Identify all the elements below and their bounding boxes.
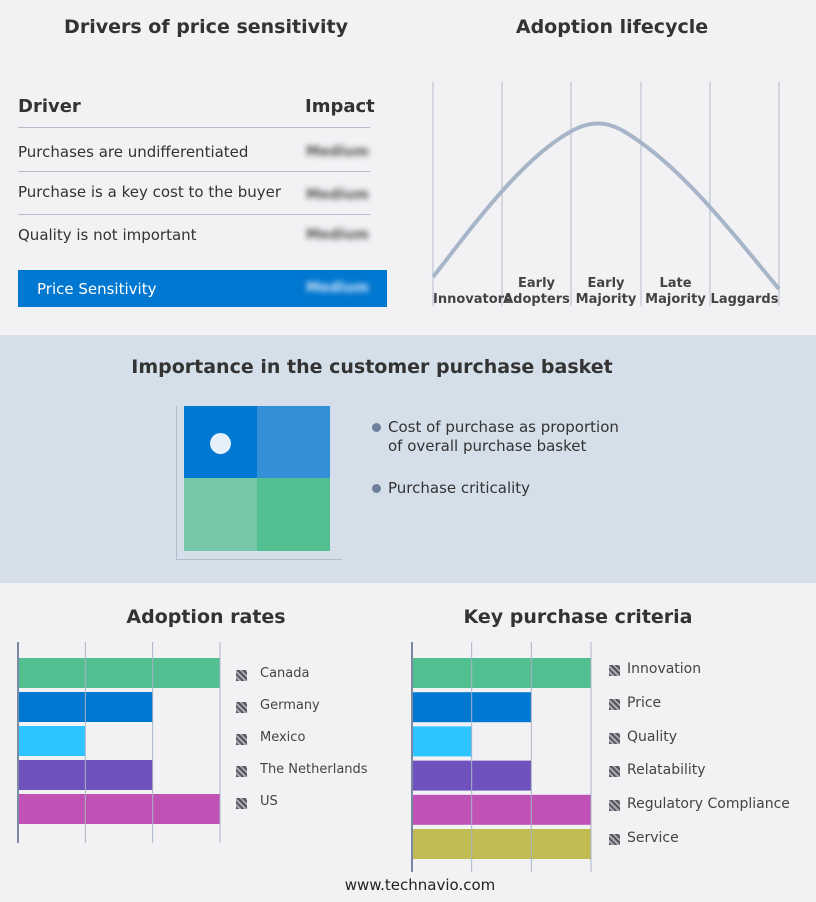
- summary-label: Price Sensitivity: [37, 280, 157, 298]
- position-marker: [210, 433, 231, 454]
- adoption-rates-title: Adoption rates: [126, 606, 286, 628]
- legend-label: The Netherlands: [260, 762, 368, 777]
- footer-url: www.technavio.com: [344, 876, 496, 894]
- stage-label-line: Laggards: [710, 292, 779, 307]
- adoption-curve: [431, 121, 781, 291]
- lifecycle-title: Adoption lifecycle: [515, 16, 709, 38]
- legend-label: Regulatory Compliance: [627, 796, 790, 813]
- legend-swatch-icon: [609, 766, 620, 778]
- legend-swatch-icon: [236, 798, 247, 809]
- bar-canada: [18, 658, 220, 688]
- impact-value: Medium: [306, 187, 369, 203]
- impact-value: Medium: [306, 144, 369, 160]
- basket-legend-cost: Cost of purchase as proportion of overal…: [388, 418, 619, 455]
- bullet-icon: [372, 484, 381, 493]
- price-sensitivity-summary: Price Sensitivity Medium: [18, 270, 387, 307]
- matrix-axis-x: [176, 559, 342, 560]
- divider: [18, 214, 370, 215]
- legend-swatch-icon: [609, 698, 620, 710]
- impact-header: Impact: [305, 96, 375, 117]
- legend-label: Germany: [260, 698, 320, 713]
- bar-us: [18, 794, 220, 824]
- drivers-title: Drivers of price sensitivity: [64, 16, 348, 38]
- driver-header: Driver: [18, 96, 81, 117]
- legend-swatch-icon: [236, 734, 247, 745]
- stage-label-line: Majority: [575, 292, 637, 307]
- legend-label: Relatability: [627, 762, 706, 779]
- driver-label: Quality is not important: [18, 226, 197, 244]
- legend-label: Innovation: [627, 661, 702, 677]
- legend-swatch-icon: [236, 766, 247, 777]
- legend-label: Mexico: [260, 730, 306, 745]
- basket-band: [0, 335, 816, 583]
- lifecycle-chart: [431, 82, 781, 306]
- legend-label: Service: [627, 830, 679, 846]
- legend-label: Canada: [260, 666, 310, 681]
- bar-service: [412, 829, 591, 859]
- divider: [18, 127, 370, 128]
- stage-label: Early Majority: [571, 276, 641, 308]
- legend-label: Quality: [627, 728, 678, 745]
- matrix-quadrant-low-high: [257, 478, 330, 551]
- stage-label: Late Majority: [641, 276, 710, 308]
- kpc-title: Key purchase criteria: [463, 606, 693, 628]
- stage-label-line: Early: [518, 276, 555, 291]
- stage-label-line: Late: [659, 276, 692, 291]
- basket-title: Importance in the customer purchase bask…: [131, 356, 613, 378]
- matrix-quadrant-high-high: [257, 406, 330, 478]
- bar-mexico: [18, 726, 86, 756]
- stage-label: Laggards: [710, 292, 779, 308]
- legend-swatch-icon: [236, 702, 247, 713]
- legend-swatch-icon: [236, 670, 247, 681]
- stage-label: Early Adopters: [502, 276, 571, 308]
- impact-value: Medium: [306, 227, 369, 243]
- driver-row: Purchases are undifferentiated Medium: [18, 143, 370, 161]
- driver-label: Purchase is a key cost to the buyer: [18, 183, 282, 201]
- summary-impact: Medium: [306, 280, 369, 296]
- driver-row: Purchase is a key cost to the buyer Mediu…: [18, 183, 370, 203]
- divider: [18, 171, 370, 172]
- legend-swatch-icon: [609, 665, 620, 676]
- legend-swatch-icon: [609, 834, 620, 845]
- legend-swatch-icon: [609, 732, 620, 744]
- stage-label: Innovators: [433, 292, 512, 308]
- bullet-icon: [372, 423, 381, 432]
- matrix-quadrant-low-low: [184, 478, 257, 551]
- stage-label-line: Early: [587, 276, 625, 291]
- driver-label: Purchases are undifferentiated: [18, 143, 249, 161]
- legend-label: US: [260, 794, 278, 809]
- bar-innovation: [412, 658, 591, 688]
- bar-quality: [412, 726, 472, 757]
- stage-label-line: Adopters: [503, 292, 570, 307]
- matrix-axis-y: [176, 406, 177, 560]
- basket-legend-criticality: Purchase criticality: [388, 479, 531, 497]
- stage-label-line: Majority: [645, 292, 706, 307]
- driver-row: Quality is not important Medium: [18, 226, 370, 244]
- stage-label-line: Innovators: [433, 292, 512, 307]
- legend-swatch-icon: [609, 800, 620, 812]
- legend-label: Price: [627, 694, 662, 711]
- bar-regulatory-compliance: [412, 794, 591, 825]
